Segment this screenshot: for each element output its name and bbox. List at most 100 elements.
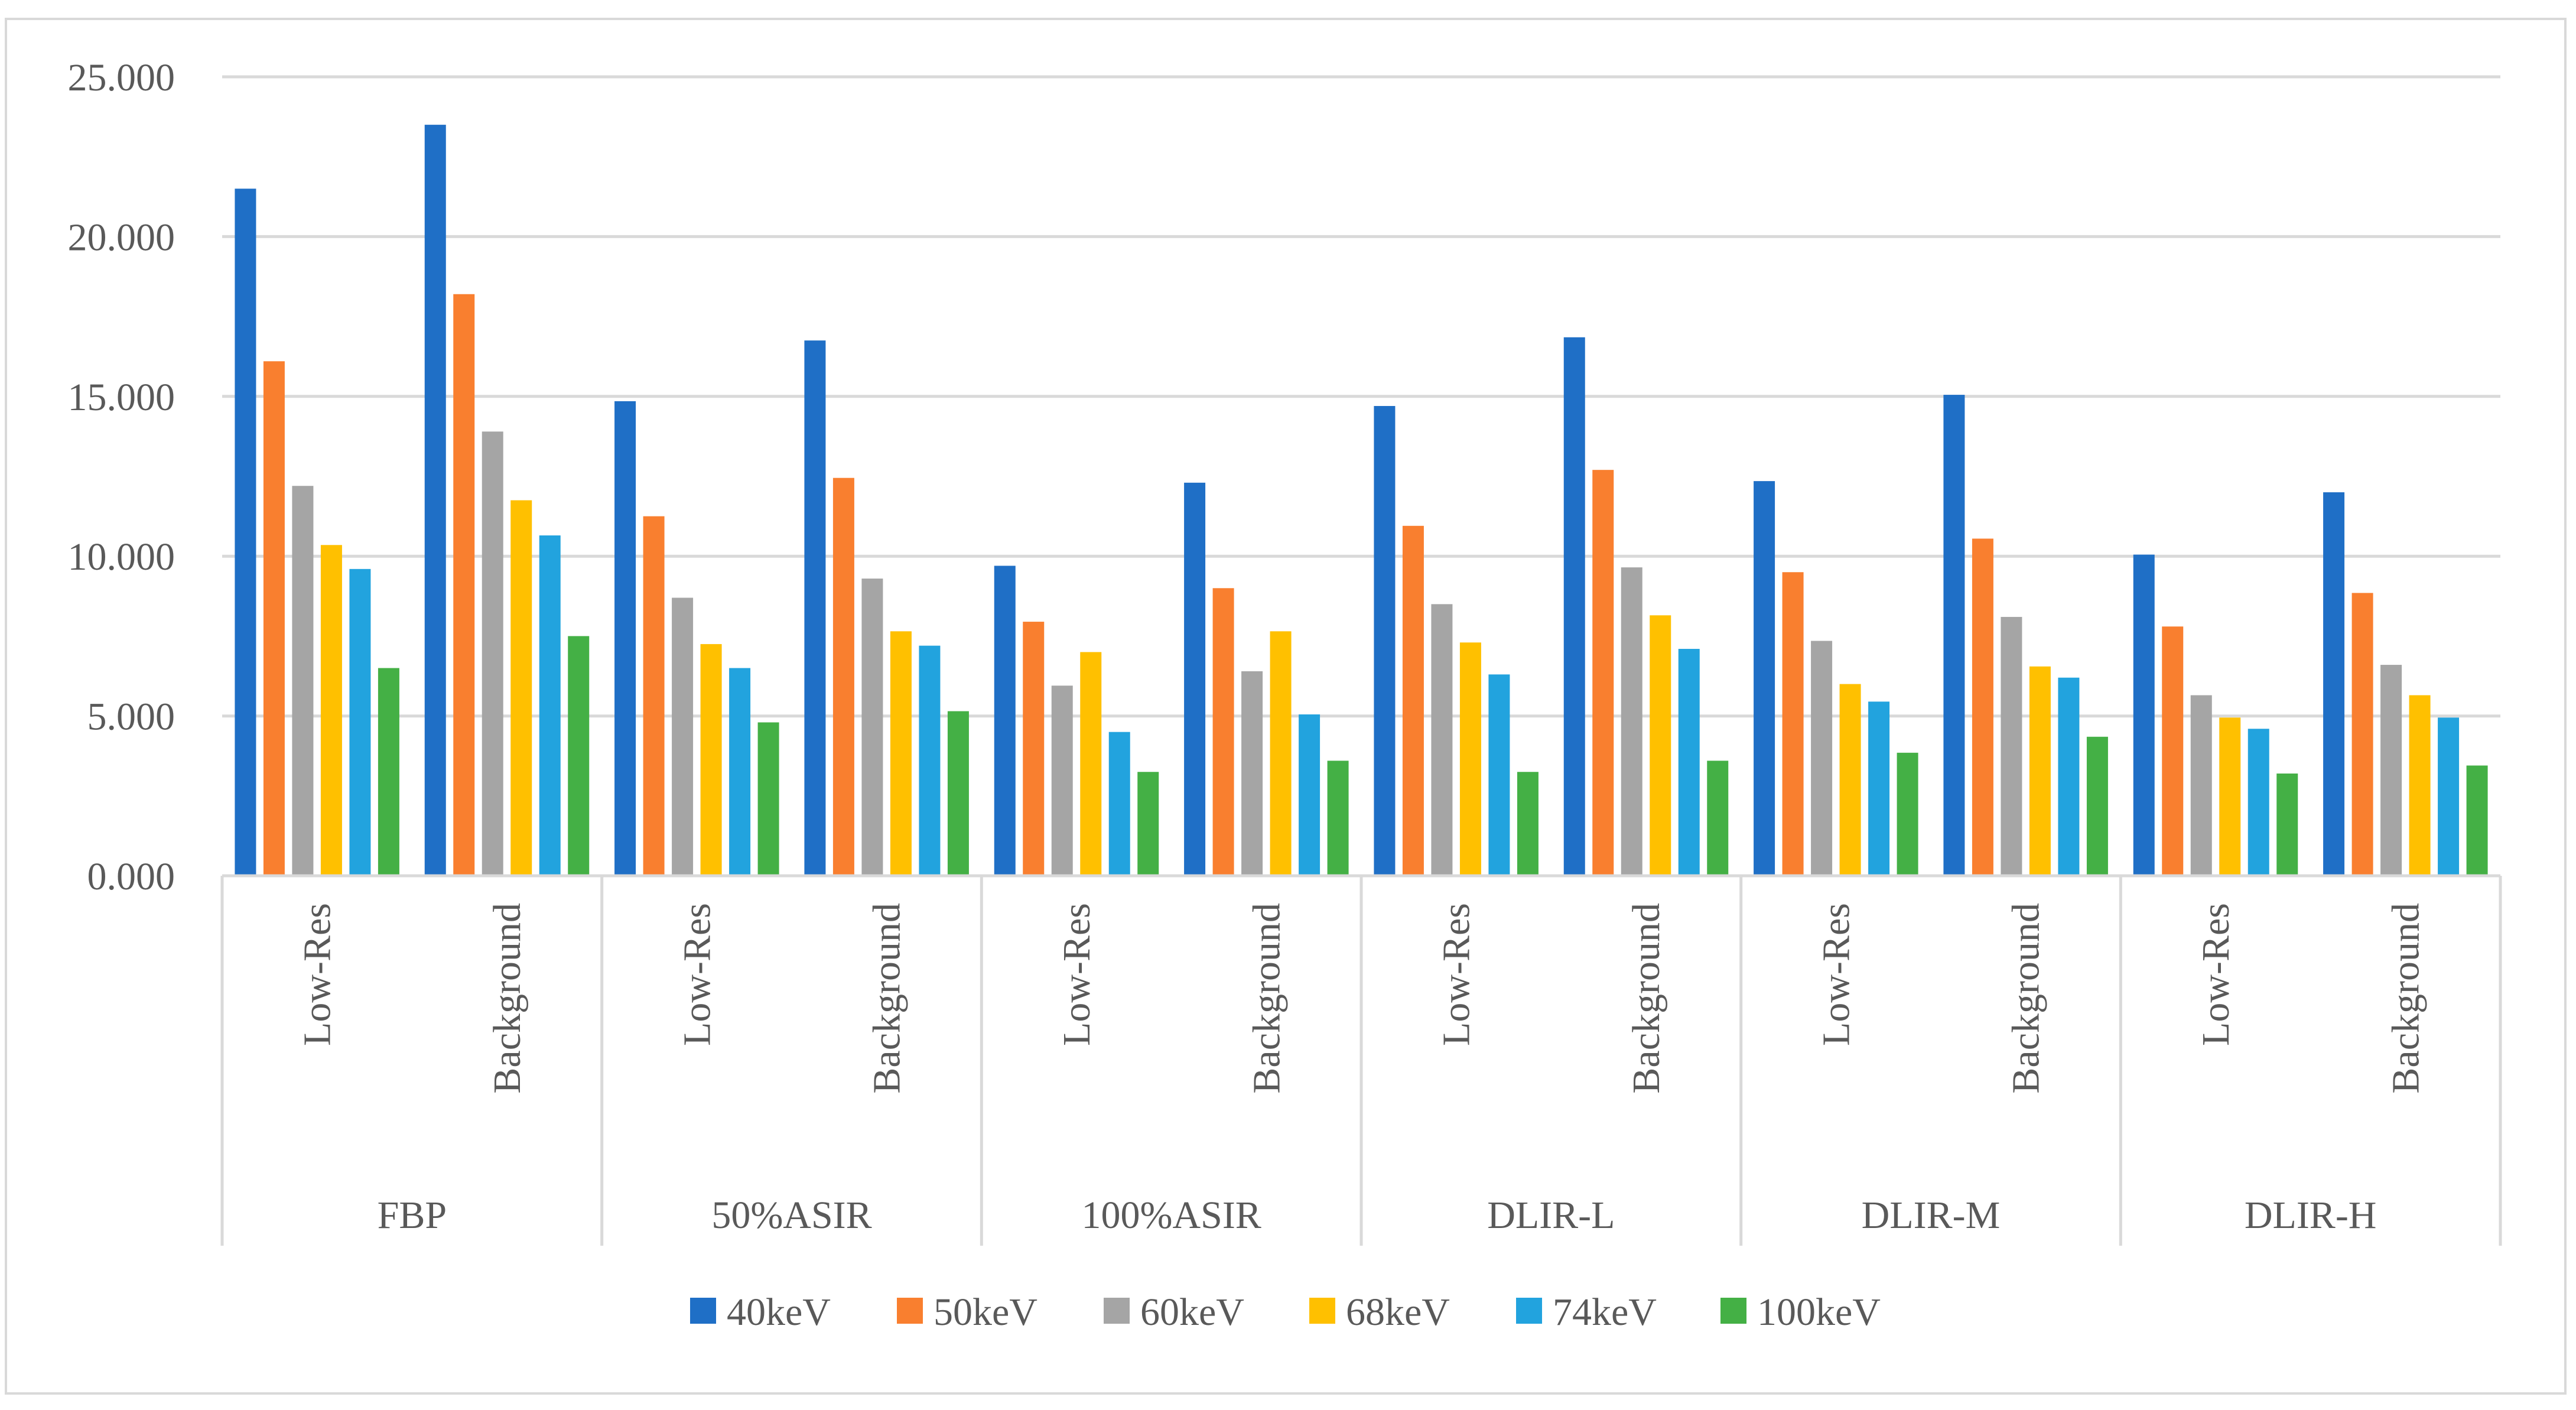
bar (1592, 470, 1614, 876)
bar (1051, 685, 1073, 876)
bar (2162, 626, 2184, 876)
legend-label: 100keV (1757, 1291, 1881, 1334)
y-tick-label: 20.000 (68, 216, 175, 259)
legend-swatch (1516, 1298, 1542, 1324)
bar (349, 568, 371, 876)
x-group-label: 50%ASIR (711, 1194, 871, 1237)
bar (539, 535, 561, 876)
bar (1270, 631, 1292, 876)
bar (2219, 717, 2241, 876)
bar (235, 189, 256, 876)
bar (947, 711, 969, 876)
legend-label: 50keV (934, 1291, 1037, 1334)
x-group-label: DLIR-M (1862, 1194, 2001, 1237)
bar (1212, 588, 1234, 876)
bar (1943, 395, 1965, 876)
legend-swatch (1104, 1298, 1130, 1324)
y-tick-label: 10.000 (68, 535, 175, 579)
legend-label: 68keV (1346, 1291, 1450, 1334)
x-subcategory-label: Background (1625, 903, 1668, 1094)
bar (1374, 406, 1396, 876)
bar (1621, 567, 1642, 876)
bar (2190, 695, 2212, 876)
x-subcategory-label: Low-Res (675, 903, 718, 1046)
x-subcategory-label: Low-Res (1055, 903, 1098, 1046)
bar (1184, 482, 1206, 876)
x-subcategory-label: Background (2384, 903, 2427, 1094)
bar (2086, 736, 2108, 876)
bar (919, 645, 941, 876)
bar (1459, 642, 1481, 876)
legend-swatch (1720, 1298, 1746, 1324)
x-group-label: DLIR-L (1487, 1194, 1615, 1237)
bar (1299, 714, 1320, 876)
bar (320, 545, 342, 876)
bar (757, 722, 779, 876)
legend-label: 60keV (1140, 1291, 1244, 1334)
x-subcategory-label: Low-Res (2194, 903, 2237, 1046)
gridlines (222, 75, 2500, 718)
bar (1431, 604, 1453, 876)
bar (729, 668, 751, 876)
y-tick-label: 0.000 (87, 855, 175, 898)
bar (1023, 622, 1045, 876)
bar (2058, 677, 2080, 876)
legend-swatch (690, 1298, 716, 1324)
bar (1241, 671, 1263, 876)
bar (1108, 732, 1130, 876)
legend-label: 74keV (1553, 1291, 1657, 1334)
bar (614, 401, 636, 876)
bar (1563, 337, 1585, 876)
x-subcategory-label: Low-Res (1435, 903, 1478, 1046)
y-tick-label: 25.000 (68, 56, 175, 99)
bar (1897, 752, 1918, 876)
bar (643, 516, 665, 876)
bar (1488, 674, 1510, 876)
bar (2409, 695, 2431, 876)
bar (994, 566, 1016, 876)
bar (890, 631, 912, 876)
bar (1839, 684, 1861, 876)
bar (861, 579, 883, 876)
bar (1650, 615, 1671, 876)
y-tick-label: 15.000 (68, 376, 175, 419)
bar (263, 361, 285, 876)
x-axis-labels: Low-Res Background Low-Res Background Low-Re… (296, 903, 2428, 1237)
x-group-label: 100%ASIR (1081, 1194, 1261, 1237)
bar (1972, 538, 1993, 876)
bar (2133, 554, 2155, 876)
y-tick-label: 5.000 (87, 696, 175, 739)
bar (2029, 666, 2051, 876)
bar (424, 125, 446, 876)
bar (1327, 761, 1349, 876)
bar (1754, 481, 1775, 876)
bar (1868, 701, 1890, 876)
bar (832, 477, 854, 876)
x-subcategory-label: Low-Res (1814, 903, 1858, 1046)
bar (1678, 649, 1700, 876)
bar (2380, 665, 2402, 876)
legend: 40keV 50keV 60keV 68keV 74keV 100keV (690, 1291, 1881, 1334)
bar (804, 340, 826, 876)
bar (1782, 572, 1804, 876)
bar (453, 294, 475, 876)
bar (1137, 772, 1159, 876)
x-subcategory-label: Background (2005, 903, 2048, 1094)
x-subcategory-label: Background (866, 903, 909, 1094)
bar (482, 431, 503, 876)
bar (2276, 773, 2298, 876)
bar (568, 636, 590, 876)
x-subcategory-label: Background (1245, 903, 1288, 1094)
bar (700, 644, 722, 876)
x-group-label: DLIR-H (2245, 1194, 2377, 1237)
bar (292, 486, 314, 876)
legend-swatch (897, 1298, 923, 1324)
bar (2438, 717, 2460, 876)
bar (2351, 593, 2373, 876)
legend-swatch (1309, 1298, 1335, 1324)
bars (235, 125, 2488, 876)
bar (2248, 729, 2269, 876)
bar (378, 668, 399, 876)
bar (510, 500, 532, 876)
